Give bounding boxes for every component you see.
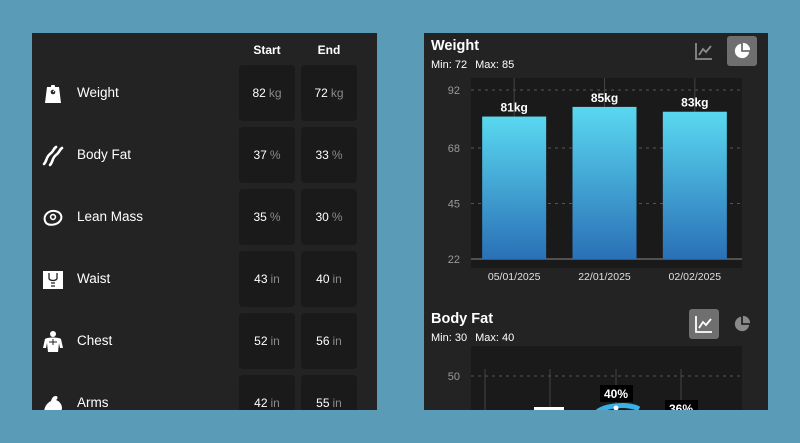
- metric-row-weight[interactable]: Weight 82 kg 72 kg: [32, 65, 377, 123]
- bar-data-label: 81kg: [500, 101, 527, 115]
- unit-label: %: [331, 210, 343, 224]
- charts-panel: Weight Min: 72 Max: 85 92 68 45 22 81kg 05/01…: [424, 33, 768, 410]
- metric-label: Lean Mass: [77, 209, 144, 224]
- start-value-cell[interactable]: 37%: [239, 127, 295, 183]
- metric-label: Arms: [77, 395, 109, 410]
- start-value-cell[interactable]: 42 in: [239, 375, 295, 410]
- unit-label: %: [331, 148, 343, 162]
- end-value: 56: [316, 334, 330, 348]
- bodyfat-minmax: Min: 30 Max: 40: [431, 332, 522, 344]
- data-point[interactable]: [613, 405, 619, 411]
- end-value-cell[interactable]: 55 in: [301, 375, 357, 410]
- weight-min-label: Min: 72: [431, 59, 468, 71]
- unit-label: in: [270, 396, 280, 410]
- bodyfat-pie-view-button[interactable]: [727, 309, 757, 339]
- x-tick-label: 05/01/2025: [488, 271, 541, 283]
- data-label-bg: [534, 407, 564, 410]
- end-value: 33: [315, 148, 329, 162]
- metric-row-lean-mass[interactable]: Lean Mass 35% 30%: [32, 189, 377, 247]
- unit-label: kg: [268, 86, 282, 100]
- y-tick-label: 50: [448, 371, 460, 383]
- torso-icon: [41, 268, 65, 292]
- end-value-cell[interactable]: 33%: [301, 127, 357, 183]
- start-value-cell[interactable]: 43 in: [239, 251, 295, 307]
- unit-label: in: [332, 272, 342, 286]
- start-value: 42: [254, 396, 268, 410]
- y-tick-label: 22: [448, 254, 460, 266]
- end-value: 40: [316, 272, 330, 286]
- bacon-icon: [41, 144, 65, 168]
- metric-row-waist[interactable]: Waist 43 in 40 in: [32, 251, 377, 309]
- metric-label: Weight: [77, 85, 119, 100]
- start-value-cell[interactable]: 52 in: [239, 313, 295, 369]
- unit-label: %: [269, 148, 281, 162]
- scale-icon: [41, 82, 65, 106]
- unit-label: in: [332, 396, 342, 410]
- end-value: 55: [316, 396, 330, 410]
- bodyfat-line-view-button[interactable]: [689, 309, 719, 339]
- x-tick-label: 02/02/2025: [669, 271, 722, 283]
- data-label-bg: [665, 400, 698, 410]
- start-value: 37: [253, 148, 267, 162]
- metric-row-body-fat[interactable]: Body Fat 37% 33%: [32, 127, 377, 185]
- bar-data-label: 83kg: [681, 96, 708, 110]
- chest-icon: [41, 330, 65, 354]
- start-value: 35: [253, 210, 267, 224]
- end-value: 72: [314, 86, 328, 100]
- measurements-panel: Start End Weight 82 kg 72 kg Body Fat 37% …: [32, 33, 377, 410]
- bodyfat-line-chart: 50 40% 36%: [448, 346, 742, 411]
- unit-label: in: [270, 334, 280, 348]
- end-value-cell[interactable]: 72 kg: [301, 65, 357, 121]
- end-value-cell[interactable]: 30%: [301, 189, 357, 245]
- weight-max-label: Max: 85: [475, 59, 515, 71]
- weight-bar[interactable]: [572, 106, 637, 260]
- unit-label: kg: [330, 86, 344, 100]
- start-value-cell[interactable]: 35%: [239, 189, 295, 245]
- point-data-label: 36%: [669, 402, 693, 410]
- start-column-header: Start: [253, 43, 281, 57]
- pie-chart-icon: [734, 42, 751, 59]
- point-data-label: 40%: [604, 387, 628, 401]
- y-tick-label: 92: [448, 85, 460, 97]
- start-value: 82: [252, 86, 266, 100]
- unit-label: in: [332, 334, 342, 348]
- metric-label: Waist: [77, 271, 111, 286]
- unit-label: in: [270, 272, 280, 286]
- end-value-cell[interactable]: 40 in: [301, 251, 357, 307]
- unit-label: %: [269, 210, 281, 224]
- end-column-header: End: [317, 43, 341, 57]
- start-value: 52: [254, 334, 268, 348]
- metric-row-arms[interactable]: Arms 42 in 55 in: [32, 375, 377, 410]
- flexed-arm-icon: [41, 392, 65, 410]
- pie-chart-icon: [734, 315, 751, 332]
- y-tick-label: 68: [448, 143, 460, 155]
- start-value-cell[interactable]: 82 kg: [239, 65, 295, 121]
- y-tick-label: 45: [448, 198, 460, 210]
- start-value: 43: [254, 272, 268, 286]
- weight-chart-title: Weight: [431, 38, 480, 54]
- metric-label: Chest: [77, 333, 113, 348]
- weight-line-view-button[interactable]: [689, 36, 719, 66]
- bodyfat-max-label: Max: 40: [475, 332, 515, 344]
- steak-icon: [41, 206, 65, 230]
- weight-bar[interactable]: [482, 116, 547, 259]
- weight-minmax: Min: 72 Max: 85: [431, 59, 522, 71]
- weight-bar[interactable]: [662, 111, 727, 259]
- weight-bar-chart: 92 68 45 22 81kg 05/01/2025 85kg 22/01/2025 83k…: [448, 78, 742, 283]
- data-label-bg: [600, 385, 633, 402]
- x-tick-label: 22/01/2025: [578, 271, 631, 283]
- line-chart-icon: [695, 316, 712, 333]
- line-chart-icon: [695, 43, 712, 60]
- metric-label: Body Fat: [77, 147, 132, 162]
- bodyfat-chart-title: Body Fat: [431, 311, 494, 327]
- weight-pie-view-button[interactable]: [727, 36, 757, 66]
- end-value: 30: [315, 210, 329, 224]
- bodyfat-min-label: Min: 30: [431, 332, 468, 344]
- end-value-cell[interactable]: 56 in: [301, 313, 357, 369]
- bar-data-label: 85kg: [591, 91, 618, 105]
- metric-row-chest[interactable]: Chest 52 in 56 in: [32, 313, 377, 371]
